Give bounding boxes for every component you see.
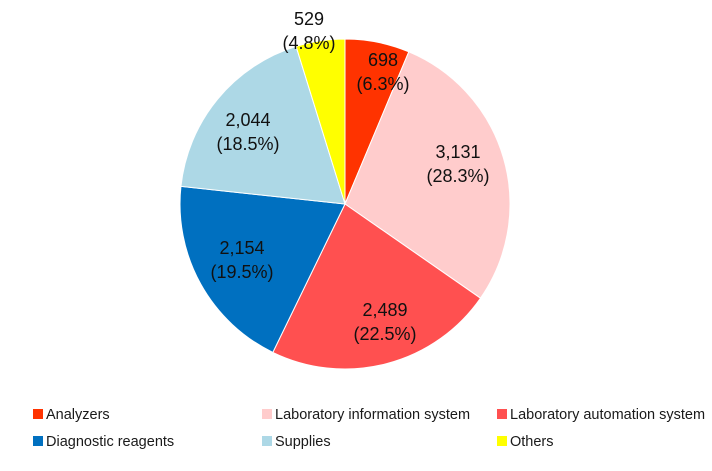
- legend-item-supplies: Supplies: [262, 434, 331, 450]
- legend-label: Supplies: [275, 434, 331, 450]
- legend-swatch: [33, 436, 43, 446]
- data-label-percent: (19.5%): [210, 262, 273, 282]
- data-label-diagnostic-reagents: 2,154 (19.5%): [210, 238, 273, 282]
- data-label-others: 529 (4.8%): [282, 9, 335, 53]
- legend-label: Laboratory information system: [275, 407, 470, 423]
- data-label-percent: (6.3%): [356, 74, 409, 94]
- data-label-percent: (22.5%): [353, 324, 416, 344]
- legend-swatch: [497, 409, 507, 419]
- data-labels: 698 (6.3%) 3,131 (28.3%) 2,489 (22.5%) 2,154 (1…: [210, 9, 489, 344]
- data-label-value: 2,044: [225, 110, 270, 130]
- legend-item-diagnostic-reagents: Diagnostic reagents: [33, 434, 174, 450]
- legend-label: Analyzers: [46, 407, 110, 423]
- data-label-percent: (18.5%): [216, 134, 279, 154]
- pie-slice-supplies: [180, 45, 346, 205]
- pie-slice-others: [295, 38, 346, 205]
- data-label-value: 698: [368, 50, 398, 70]
- data-label-laboratory-information-system: 3,131 (28.3%): [426, 142, 489, 186]
- pie-slice-laboratory-automation-system: [272, 203, 482, 370]
- legend-swatch: [262, 409, 272, 419]
- data-label-percent: (28.3%): [426, 166, 489, 186]
- legend-label: Diagnostic reagents: [46, 434, 174, 450]
- data-label-value: 3,131: [435, 142, 480, 162]
- data-label-supplies: 2,044 (18.5%): [216, 110, 279, 154]
- data-label-laboratory-automation-system: 2,489 (22.5%): [353, 300, 416, 344]
- data-label-analyzers: 698 (6.3%): [356, 50, 409, 94]
- legend: Analyzers Laboratory information system La…: [33, 407, 705, 450]
- legend-item-analyzers: Analyzers: [33, 407, 110, 423]
- pie-slices: [179, 38, 511, 370]
- data-label-value: 2,154: [219, 238, 264, 258]
- legend-swatch: [262, 436, 272, 446]
- data-label-value: 2,489: [362, 300, 407, 320]
- data-label-percent: (4.8%): [282, 33, 335, 53]
- legend-label: Laboratory automation system: [510, 407, 705, 423]
- data-label-value: 529: [294, 9, 324, 29]
- pie-slice-laboratory-information-system: [344, 51, 511, 299]
- legend-item-laboratory-information-system: Laboratory information system: [262, 407, 470, 423]
- legend-item-others: Others: [497, 434, 554, 450]
- legend-swatch: [33, 409, 43, 419]
- pie-slice-diagnostic-reagents: [179, 185, 346, 354]
- legend-label: Others: [510, 434, 554, 450]
- legend-item-laboratory-automation-system: Laboratory automation system: [497, 407, 705, 423]
- legend-swatch: [497, 436, 507, 446]
